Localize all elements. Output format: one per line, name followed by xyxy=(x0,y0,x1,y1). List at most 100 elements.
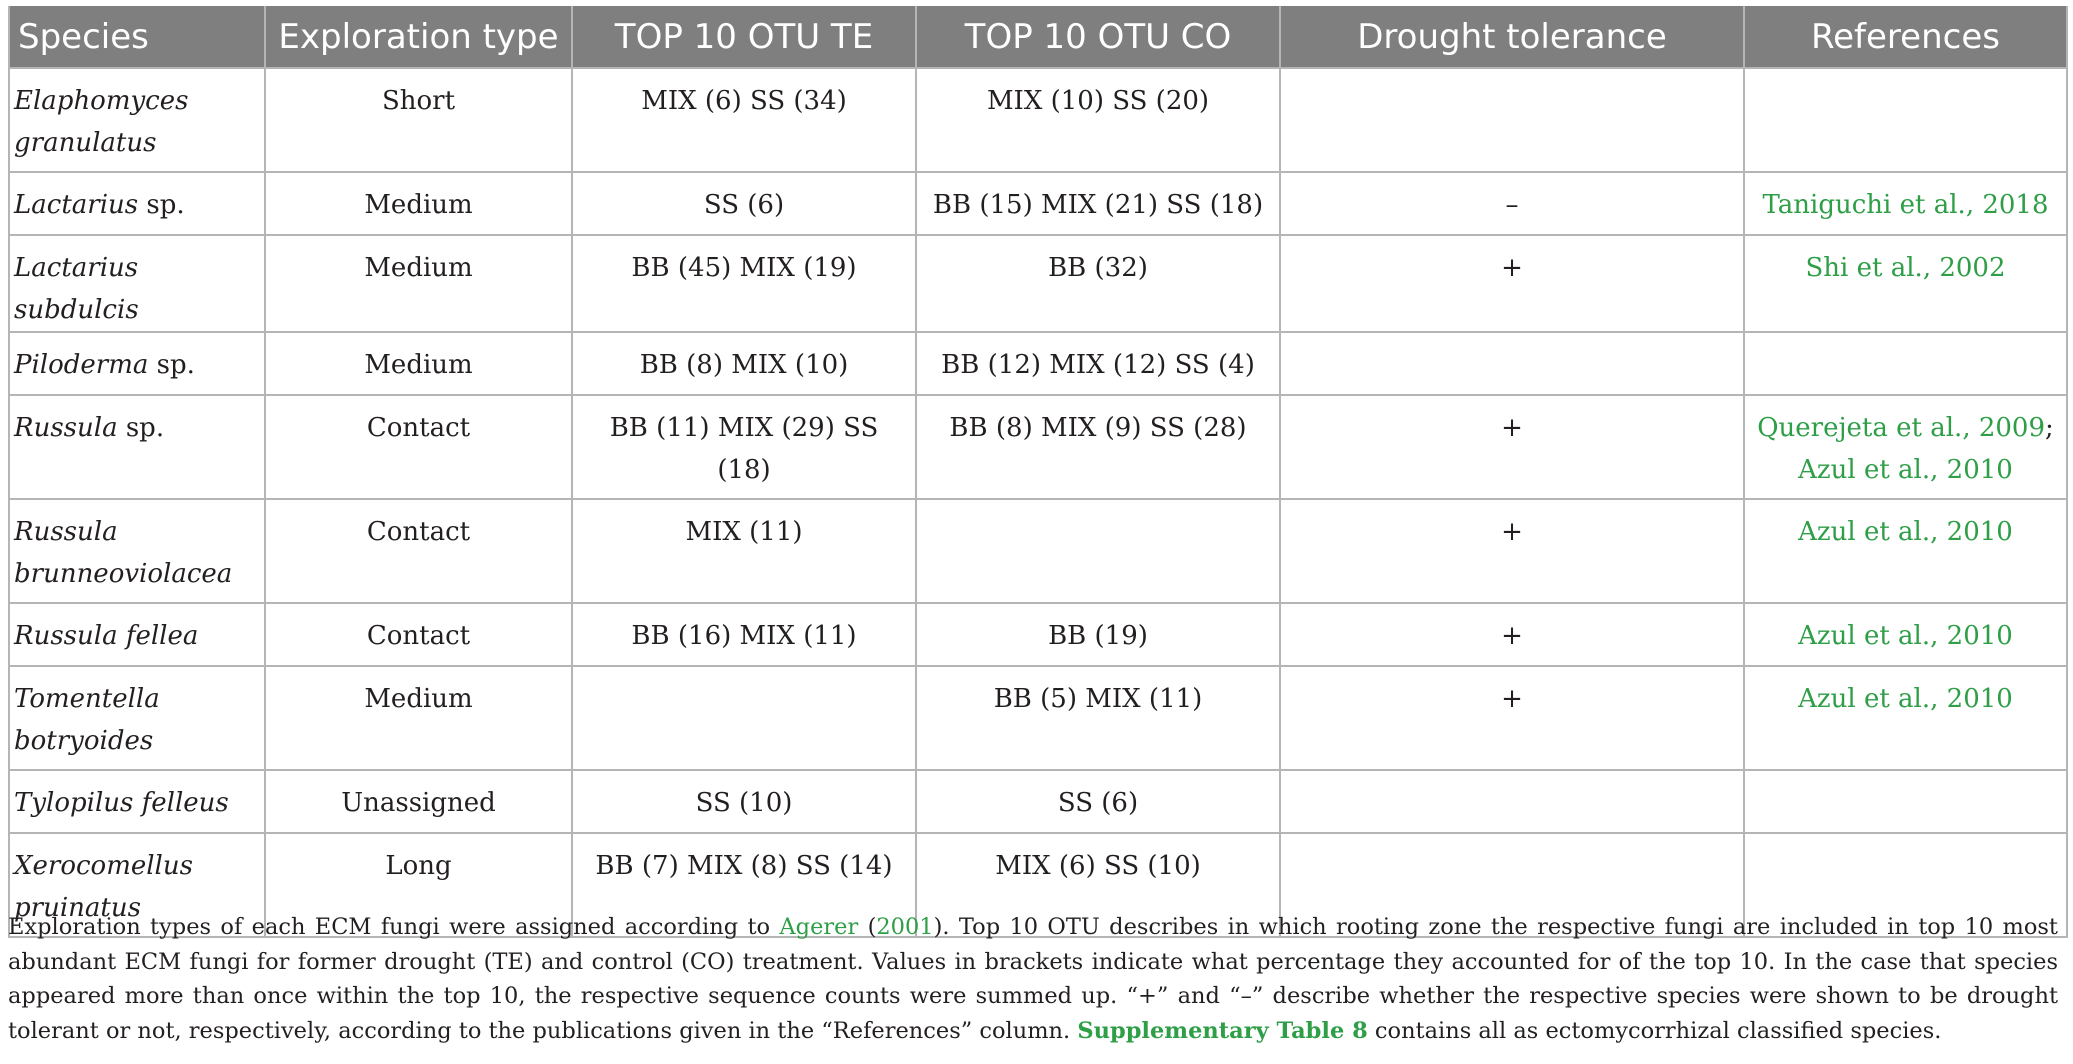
species-cell: Piloderma sp. xyxy=(8,331,266,396)
exploration-type-cell: Medium xyxy=(264,171,573,236)
table-row: Elaphomyces granulatus Short MIX (6) SS (3… xyxy=(8,67,2068,173)
drought-tolerance-cell: + xyxy=(1279,394,1745,500)
top10-co-cell: BB (12) MIX (12) SS (4) xyxy=(915,331,1281,396)
top10-co-cell: BB (5) MIX (11) xyxy=(915,665,1281,771)
table-row: Russula fellea Contact BB (16) MIX (11) BB … xyxy=(8,602,2068,667)
header-top10-te: TOP 10 OTU TE xyxy=(571,6,917,68)
species-cell: Lactarius subdulcis xyxy=(8,234,266,333)
reference-year-link[interactable]: 2010 xyxy=(1946,621,2013,651)
exploration-type-cell: Medium xyxy=(264,665,573,771)
species-cell: Tylopilus felleus xyxy=(8,769,266,834)
exploration-type-cell: Contact xyxy=(264,394,573,500)
reference-year-link[interactable]: 2010 xyxy=(1946,517,2013,547)
caption-text: ( xyxy=(858,914,877,940)
drought-tolerance-cell: + xyxy=(1279,498,1745,604)
top10-co-cell: BB (15) MIX (21) SS (18) xyxy=(915,171,1281,236)
header-drought-tolerance: Drought tolerance xyxy=(1279,6,1745,68)
top10-co-cell: BB (19) xyxy=(915,602,1281,667)
header-species: Species xyxy=(8,6,266,68)
table-row: Lactarius subdulcis Medium BB (45) MIX (19… xyxy=(8,234,2068,333)
top10-te-cell xyxy=(571,665,917,771)
top10-te-cell: BB (7) MIX (8) SS (14) xyxy=(571,832,917,938)
top10-co-cell xyxy=(915,498,1281,604)
reference-author-link[interactable]: Azul et al. xyxy=(1798,455,1931,485)
species-cell: Lactarius sp. xyxy=(8,171,266,236)
top10-te-cell: BB (16) MIX (11) xyxy=(571,602,917,667)
top10-te-cell: MIX (6) SS (34) xyxy=(571,67,917,173)
species-suffix: sp. xyxy=(117,413,165,443)
reference-author-link[interactable]: Azul et al. xyxy=(1798,621,1931,651)
table-caption: Exploration types of each ECM fungi were… xyxy=(8,910,2058,1048)
ecm-fungi-table: Species Exploration type TOP 10 OTU TE T… xyxy=(8,6,2068,938)
table-row: Lactarius sp. Medium SS (6) BB (15) MIX (21… xyxy=(8,171,2068,236)
agerer-year-link[interactable]: 2001 xyxy=(876,914,934,940)
drought-tolerance-cell xyxy=(1279,331,1745,396)
references-cell xyxy=(1743,769,2068,834)
top10-te-cell: MIX (11) xyxy=(571,498,917,604)
species-cell: Russula fellea xyxy=(8,602,266,667)
reference-year-link[interactable]: 2002 xyxy=(1939,253,2006,283)
top10-co-cell: BB (8) MIX (9) SS (28) xyxy=(915,394,1281,500)
top10-te-cell: BB (8) MIX (10) xyxy=(571,331,917,396)
species-name: Russula xyxy=(14,413,118,443)
references-cell: Azul et al., 2010 xyxy=(1743,665,2068,771)
reference-year-link[interactable]: 2010 xyxy=(1946,684,2013,714)
references-cell xyxy=(1743,67,2068,173)
references-cell: Azul et al., 2010 xyxy=(1743,498,2068,604)
exploration-type-cell: Medium xyxy=(264,234,573,333)
species-name: Tomentella botryoides xyxy=(14,684,160,756)
drought-tolerance-cell xyxy=(1279,832,1745,938)
exploration-type-cell: Short xyxy=(264,67,573,173)
species-name: Piloderma xyxy=(14,350,149,380)
species-suffix: sp. xyxy=(148,350,195,380)
header-exploration-type: Exploration type xyxy=(264,6,573,68)
species-cell: Elaphomyces granulatus xyxy=(8,67,266,173)
top10-te-cell: SS (10) xyxy=(571,769,917,834)
reference-author-link[interactable]: Querejeta et al. xyxy=(1757,413,1963,443)
exploration-type-cell: Contact xyxy=(264,602,573,667)
species-cell: Russula sp. xyxy=(8,394,266,500)
references-cell: Azul et al., 2010 xyxy=(1743,602,2068,667)
reference-year-link[interactable]: 2009 xyxy=(1978,413,2046,443)
reference-author-link[interactable]: Azul et al. xyxy=(1798,517,1931,547)
header-top10-co: TOP 10 OTU CO xyxy=(915,6,1281,68)
table-row: Tylopilus felleus Unassigned SS (10) SS (6) xyxy=(8,769,2068,834)
table-body: Elaphomyces granulatus Short MIX (6) SS (3… xyxy=(8,67,2068,938)
species-name: Lactarius xyxy=(14,190,139,220)
table-row: Tomentella botryoides Medium BB (5) MIX (1… xyxy=(8,665,2068,771)
table-row: Xerocomellus pruinatus Long BB (7) MIX (8)… xyxy=(8,832,2068,938)
table-row: Russula sp. Contact BB (11) MIX (29) SS (1… xyxy=(8,394,2068,500)
references-cell xyxy=(1743,832,2068,938)
drought-tolerance-cell: + xyxy=(1279,602,1745,667)
species-cell: Xerocomellus pruinatus xyxy=(8,832,266,938)
references-cell: Taniguchi et al., 2018 xyxy=(1743,171,2068,236)
exploration-type-cell: Contact xyxy=(264,498,573,604)
species-name: Elaphomyces granulatus xyxy=(14,86,189,158)
reference-author-link[interactable]: Taniguchi et al. xyxy=(1762,190,1966,220)
species-name: Lactarius subdulcis xyxy=(14,253,139,325)
reference-author-link[interactable]: Shi et al. xyxy=(1805,253,1923,283)
exploration-type-cell: Unassigned xyxy=(264,769,573,834)
reference-year-link[interactable]: 2010 xyxy=(1946,455,2013,485)
table-container: Species Exploration type TOP 10 OTU TE T… xyxy=(8,6,2068,938)
drought-tolerance-cell: + xyxy=(1279,665,1745,771)
top10-co-cell: BB (32) xyxy=(915,234,1281,333)
header-row: Species Exploration type TOP 10 OTU TE T… xyxy=(8,6,2068,68)
top10-co-cell: MIX (10) SS (20) xyxy=(915,67,1281,173)
table-row: Piloderma sp. Medium BB (8) MIX (10) BB (12… xyxy=(8,331,2068,396)
reference-year-link[interactable]: 2018 xyxy=(1982,190,2049,220)
supplementary-table-link[interactable]: Supplementary Table 8 xyxy=(1077,1017,1368,1044)
top10-te-cell: BB (11) MIX (29) SS (18) xyxy=(571,394,917,500)
top10-te-cell: BB (45) MIX (19) xyxy=(571,234,917,333)
exploration-type-cell: Medium xyxy=(264,331,573,396)
caption-text: Exploration types of each ECM fungi were… xyxy=(8,914,780,940)
caption-text: ). xyxy=(933,914,959,940)
species-name: Xerocomellus pruinatus xyxy=(14,851,193,923)
header-references: References xyxy=(1743,6,2068,68)
drought-tolerance-cell xyxy=(1279,769,1745,834)
species-suffix: sp. xyxy=(138,190,185,220)
table-row: Russula brunneoviolacea Contact MIX (11) + A… xyxy=(8,498,2068,604)
agerer-link[interactable]: Agerer xyxy=(779,914,859,940)
reference-author-link[interactable]: Azul et al. xyxy=(1798,684,1931,714)
top10-co-cell: MIX (6) SS (10) xyxy=(915,832,1281,938)
